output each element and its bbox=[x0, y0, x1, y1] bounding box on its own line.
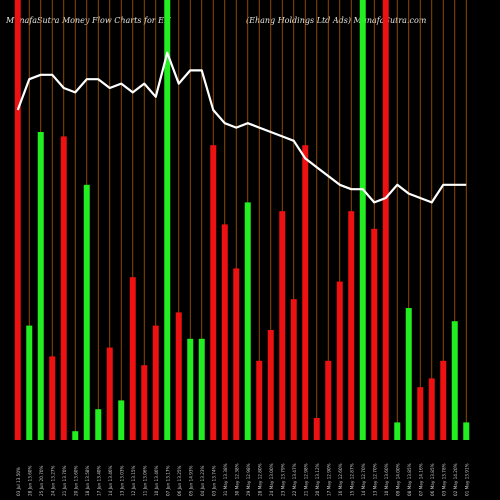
bar bbox=[141, 365, 148, 440]
bar bbox=[221, 224, 228, 440]
bar bbox=[106, 347, 113, 440]
x-tick-label: 25 Jun 20.70% bbox=[39, 465, 44, 496]
x-tick-label: 11 Jun 13.06% bbox=[142, 465, 147, 496]
x-tick-label: 03 May 13.78% bbox=[441, 463, 446, 496]
x-tick-label: 06 May 13.85% bbox=[430, 463, 435, 496]
x-tick-label: 24 May 13.00% bbox=[269, 463, 274, 496]
bar bbox=[175, 312, 182, 440]
x-tick-label: 20 Jun 13.60% bbox=[73, 465, 78, 496]
bar bbox=[336, 281, 343, 440]
x-tick-label: 21 Jun 13.70% bbox=[62, 465, 67, 496]
x-tick-label: 10 Jun 13.46% bbox=[154, 465, 159, 496]
bar bbox=[152, 325, 159, 440]
x-tick-label: 06 Jun 13.25% bbox=[177, 465, 182, 496]
x-tick-label: 13 Jun 13.03% bbox=[119, 465, 124, 496]
x-tick-label: 24 Jun 13.27% bbox=[50, 465, 55, 496]
bar bbox=[72, 431, 79, 440]
bar bbox=[359, 0, 366, 440]
bar bbox=[451, 321, 458, 440]
x-tick-label: 03 Jun 13.74% bbox=[211, 465, 216, 496]
x-tick-label: 20 May 13.12% bbox=[315, 463, 320, 496]
bar bbox=[313, 418, 320, 440]
bar bbox=[95, 409, 102, 440]
x-tick-label: 21 May 12.98% bbox=[303, 463, 308, 496]
bar bbox=[394, 422, 401, 440]
x-tick-label: 31 May 13.38% bbox=[223, 463, 228, 496]
bar bbox=[233, 268, 240, 440]
bar bbox=[463, 422, 470, 440]
x-tick-label: 22 May 13.47% bbox=[292, 463, 297, 496]
bar bbox=[26, 325, 33, 440]
bar bbox=[267, 330, 274, 440]
x-tick-label: 01 May 13.91% bbox=[464, 463, 469, 496]
chart-subtitle: (Ehang Holdings Ltd Ads) MunafaSutra.com bbox=[246, 16, 427, 25]
series-line bbox=[16, 51, 467, 204]
x-tick-label: 17 May 12.90% bbox=[326, 463, 331, 496]
x-tick-label: 18 Jun 13.58% bbox=[85, 465, 90, 496]
bar bbox=[118, 400, 125, 440]
x-tick-label: 16 May 12.60% bbox=[338, 463, 343, 496]
x-tick-label: 12 Jun 13.15% bbox=[131, 465, 136, 496]
bar bbox=[440, 360, 447, 440]
bar bbox=[290, 299, 297, 440]
x-tick-label: 10 May 13.60% bbox=[384, 463, 389, 496]
bar bbox=[302, 145, 309, 440]
x-tick-label: 07 Jun 13.17% bbox=[165, 465, 170, 496]
x-tick-label: 09 May 14.00% bbox=[395, 463, 400, 496]
chart-title: MunafaSutra Money Flow Charts for EH bbox=[6, 16, 171, 25]
x-tick-label: 29 May 12.98% bbox=[246, 463, 251, 496]
bar bbox=[83, 184, 90, 440]
x-tick-label: 08 May 13.85% bbox=[407, 463, 412, 496]
bar bbox=[348, 211, 355, 440]
x-tick-label: 07 May 14.16% bbox=[418, 463, 423, 496]
x-tick-label: 15 May 12.87% bbox=[349, 463, 354, 496]
bar bbox=[37, 132, 44, 440]
bar bbox=[428, 378, 435, 440]
bar bbox=[49, 356, 56, 440]
x-tick-label: 13 May 12.70% bbox=[372, 463, 377, 496]
x-tick-label: 28 Jun 13.60% bbox=[27, 465, 32, 496]
x-tick-label: 04 Jun 13.23% bbox=[200, 465, 205, 496]
bar bbox=[279, 211, 286, 440]
x-tick-label: 03 Jul 13.50% bbox=[16, 467, 21, 496]
bar bbox=[198, 338, 205, 440]
bar bbox=[60, 136, 67, 440]
bar bbox=[325, 360, 332, 440]
bar bbox=[382, 0, 389, 440]
bar bbox=[417, 387, 424, 440]
x-tick-label: 05 Jun 14.93% bbox=[188, 465, 193, 496]
bar bbox=[187, 338, 194, 440]
bar bbox=[210, 145, 217, 440]
x-tick-label: 28 May 12.80% bbox=[257, 463, 262, 496]
bar bbox=[244, 202, 251, 440]
bar bbox=[371, 228, 378, 440]
x-tick-label: 17 Jun 13.40% bbox=[96, 465, 101, 496]
x-tick-label: 14 Jun 13.46% bbox=[108, 465, 113, 496]
bar bbox=[14, 0, 21, 440]
x-tick-label: 30 May 12.38% bbox=[234, 463, 239, 496]
x-tick-label: 23 May 13.79% bbox=[280, 463, 285, 496]
x-tick-label: 02 May 14.20% bbox=[453, 463, 458, 496]
bar bbox=[256, 360, 263, 440]
x-tick-label: 14 May 12.70% bbox=[361, 463, 366, 496]
bar bbox=[405, 308, 412, 440]
bar bbox=[129, 277, 136, 440]
bar bbox=[164, 0, 171, 440]
